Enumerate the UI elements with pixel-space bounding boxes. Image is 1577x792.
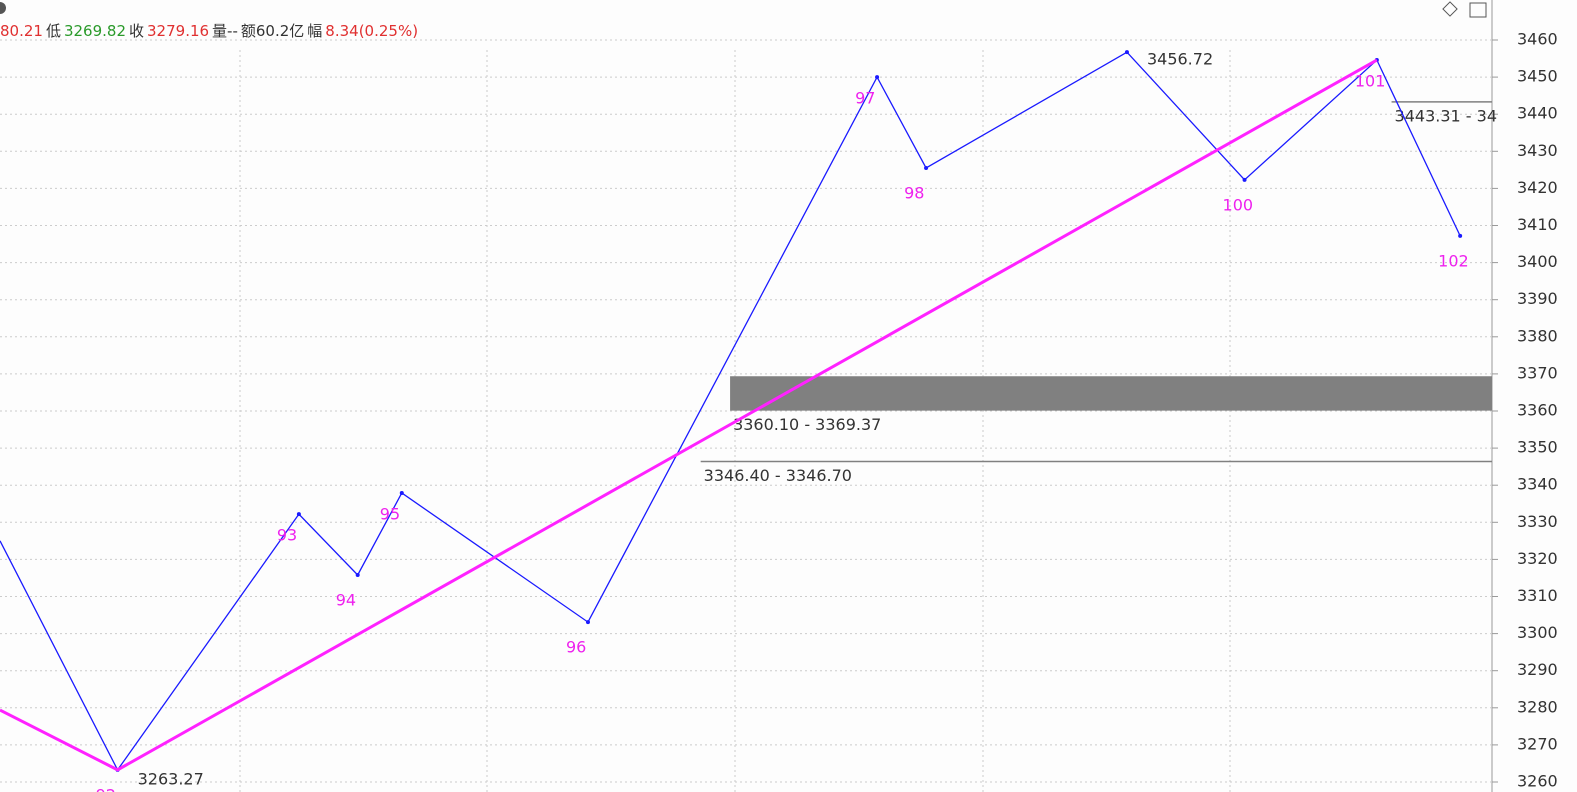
price-label: 3456.72	[1147, 50, 1213, 69]
y-tick-label: 3270	[1517, 734, 1558, 753]
zone-label: 3443.31 - 34	[1395, 106, 1497, 125]
header-field: 80.21	[0, 22, 43, 40]
icon[interactable]	[1469, 2, 1487, 18]
y-tick-label: 3410	[1517, 215, 1558, 234]
y-tick-label: 3430	[1517, 141, 1558, 160]
y-tick-label: 3420	[1517, 178, 1558, 197]
icon[interactable]	[1442, 1, 1458, 17]
pivot-label: 98	[904, 183, 924, 202]
pivot-label: 93	[277, 526, 297, 545]
y-tick-label: 3380	[1517, 326, 1558, 345]
y-tick-label: 3260	[1517, 772, 1558, 791]
y-tick-label: 3450	[1517, 67, 1558, 86]
zone-label: 3346.40 - 3346.70	[704, 466, 852, 485]
y-tick-label: 3460	[1517, 30, 1558, 49]
header-field: 3279.16	[147, 22, 210, 40]
header-field: 量--	[212, 22, 238, 40]
header-field: 8.34(0.25%)	[325, 22, 419, 40]
pivot	[1458, 233, 1463, 238]
y-tick-label: 3320	[1517, 549, 1558, 568]
y-tick-label: 3370	[1517, 363, 1558, 382]
pivot	[875, 75, 880, 80]
header-field: 收	[129, 22, 145, 40]
pivot-label: 97	[855, 89, 875, 108]
zigzag-line	[0, 51, 1461, 772]
pivot	[1124, 50, 1129, 55]
y-tick-label: 3300	[1517, 623, 1558, 642]
header-field: 低	[45, 22, 61, 40]
pivot-label: 94	[336, 590, 356, 609]
zone-label: 3360.10 - 3369.37	[733, 415, 881, 434]
pivot	[924, 165, 929, 170]
y-tick-label: 3280	[1517, 697, 1558, 716]
pivot-label: 100	[1223, 195, 1254, 214]
pivot	[296, 512, 301, 517]
price-label: 3263.27	[138, 769, 204, 788]
y-tick-label: 3390	[1517, 289, 1558, 308]
header-field: 3269.82	[63, 22, 126, 40]
y-tick-label: 3350	[1517, 438, 1558, 457]
y-tick-label: 3290	[1517, 660, 1558, 679]
y-tick-label: 3360	[1517, 401, 1558, 420]
header-field: 幅	[307, 22, 323, 40]
pivot	[355, 572, 360, 577]
zone	[730, 376, 1492, 411]
pivot	[1242, 177, 1247, 182]
pivot	[399, 490, 404, 495]
pivot-label: 101	[1355, 72, 1386, 91]
pivot-label: 95	[380, 504, 400, 523]
trend-line	[0, 58, 1378, 772]
y-tick-label: 3340	[1517, 475, 1558, 494]
y-tick-label: 3440	[1517, 104, 1558, 123]
icon	[0, 2, 6, 14]
pivot-label: 96	[566, 638, 586, 657]
pivot-label: 102	[1438, 251, 1469, 270]
header-field: 额60.2亿	[240, 22, 305, 40]
y-tick-label: 3400	[1517, 252, 1558, 271]
header: 80.21 低 3269.82 收 3279.16 量-- 额60.2亿幅 8.34(0.25…	[0, 20, 421, 41]
y-tick-label: 3310	[1517, 586, 1558, 605]
pivot	[585, 620, 590, 625]
pivot-label: 92	[96, 785, 116, 792]
y-tick-label: 3330	[1517, 512, 1558, 531]
